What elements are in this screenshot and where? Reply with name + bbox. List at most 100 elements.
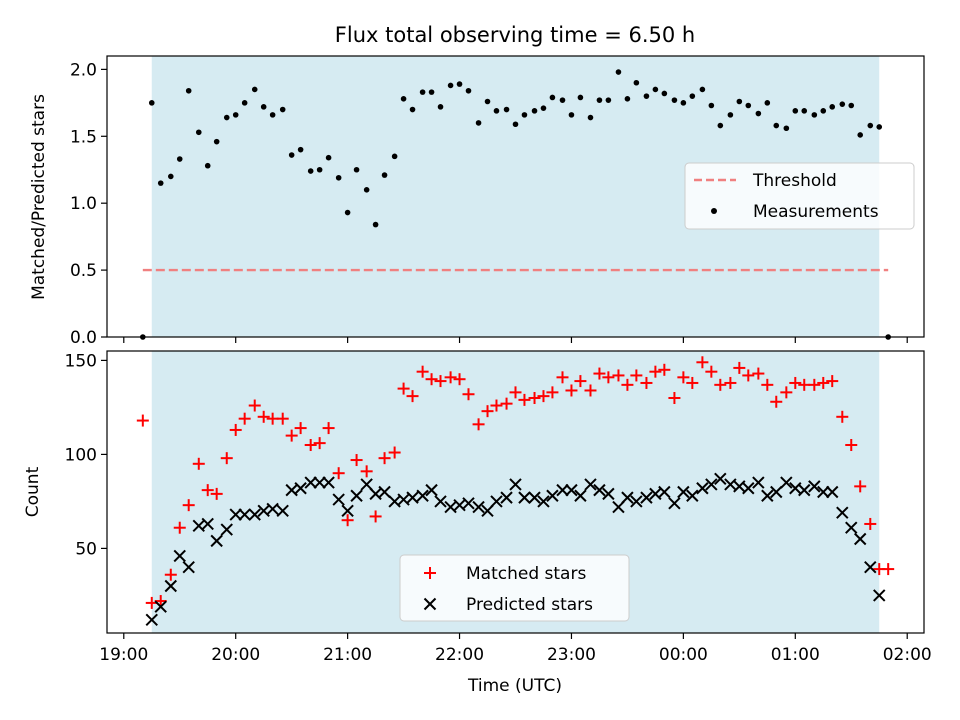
matched-stars-point [397, 382, 410, 395]
matched-stars-point [294, 422, 307, 435]
matched-stars-point [304, 439, 317, 451]
measurement-point [801, 108, 808, 114]
matched-stars-point [518, 393, 531, 406]
predicted-stars-point [873, 589, 886, 602]
matched-stars-point [416, 365, 429, 378]
matched-stars-point [369, 510, 382, 523]
predicted-stars-point [210, 534, 223, 548]
y-tick-label: 150 [65, 351, 97, 371]
matched-stars-point [229, 423, 242, 436]
predicted-stars-point [742, 482, 755, 495]
x-axis-label: Time (UTC) [467, 676, 562, 696]
matched-stars-point [406, 390, 419, 403]
legend-predicted-label: Predicted stars [466, 595, 593, 615]
predicted-stars-point [248, 508, 261, 521]
matched-stars-point [192, 457, 205, 470]
predicted-stars-point [304, 476, 317, 489]
predicted-stars-point [630, 495, 643, 508]
measurement-point [559, 97, 566, 103]
predicted-stars-point [696, 482, 709, 495]
measurement-point [717, 122, 724, 129]
measurement-point [316, 166, 323, 173]
x-tick-label: 19:00 [99, 645, 148, 665]
predicted-stars-point [416, 489, 429, 502]
measurement-point [577, 94, 584, 101]
matched-stars-point [276, 412, 289, 425]
matched-stars-point [864, 517, 877, 530]
y-tick-label: 0.0 [70, 328, 97, 348]
legend-matched-label: Matched stars [466, 564, 586, 584]
matched-stars-point [696, 356, 709, 369]
matched-stars-point [733, 361, 746, 374]
matched-stars-point [341, 514, 354, 527]
predicted-stars-point [220, 523, 233, 536]
measurement-point [213, 138, 220, 145]
predicted-stars-point [705, 478, 718, 491]
predicted-stars-point [668, 497, 681, 510]
measurement-point [773, 122, 780, 129]
measurement-point [652, 86, 659, 93]
measurement-point [447, 82, 454, 89]
predicted-stars-point [201, 517, 214, 531]
measurement-point [176, 156, 183, 162]
matched-stars-point [509, 386, 522, 399]
matched-stars-point [742, 369, 755, 382]
matched-stars-point [798, 378, 811, 391]
x-tick-label: 21:00 [323, 645, 372, 665]
measurement-point [820, 108, 827, 114]
matched-stars-point [845, 439, 858, 451]
matched-stars-point [378, 452, 391, 465]
predicted-stars-point [322, 476, 335, 489]
measurement-point [279, 106, 286, 113]
measurement-point [353, 166, 360, 173]
measurement-point [437, 104, 444, 110]
measurement-point [792, 108, 799, 114]
matched-stars-point [808, 378, 821, 391]
predicted-stars-point [621, 491, 634, 504]
measurement-point [484, 98, 491, 105]
matched-stars-point [350, 454, 363, 467]
predicted-stars-point [714, 472, 727, 486]
measurement-point [419, 89, 426, 95]
predicted-stars-point [294, 482, 307, 495]
matched-stars-point [761, 378, 774, 391]
measurement-point [204, 162, 211, 169]
measurement-point [260, 104, 267, 110]
predicted-stars-point [836, 506, 849, 519]
predicted-stars-point [490, 495, 503, 508]
measurement-point [531, 108, 538, 114]
measurement-point [876, 124, 883, 130]
matched-stars-point [332, 467, 345, 480]
predicted-stars-point [145, 613, 158, 627]
predicted-stars-point [350, 489, 363, 502]
measurement-point [232, 112, 239, 118]
matched-stars-point [565, 384, 578, 397]
y-tick-label: 1.0 [70, 194, 97, 214]
measurement-point [223, 114, 230, 121]
matched-stars-point [490, 399, 503, 412]
matched-stars-point [201, 484, 214, 497]
count-panel: 19:00 20:00 21:00 22:00 23:00 00:00 01:00 02:00… [23, 350, 932, 665]
measurement-point [829, 104, 836, 110]
measurement-point [745, 102, 752, 109]
measurement-point [736, 98, 743, 105]
measurement-point [661, 90, 668, 97]
measurement-point [391, 153, 398, 160]
legend-predicted-swatch [423, 597, 437, 611]
predicted-stars-point [182, 560, 195, 574]
measurement-point [521, 112, 528, 118]
predicted-stars-point [602, 487, 615, 501]
predicted-stars-point [360, 478, 373, 491]
measurement-point [708, 102, 715, 109]
measurement-point [335, 174, 342, 181]
predicted-stars-point [313, 476, 326, 489]
x-tick-label: 20:00 [211, 645, 260, 665]
measurement-point [269, 112, 276, 118]
measurement-point [297, 146, 304, 153]
matched-stars-point [770, 395, 783, 408]
measurement-point [549, 94, 556, 101]
measurement-point [409, 106, 416, 113]
predicted-stars-point [537, 495, 550, 508]
matched-stars-point [789, 376, 802, 389]
